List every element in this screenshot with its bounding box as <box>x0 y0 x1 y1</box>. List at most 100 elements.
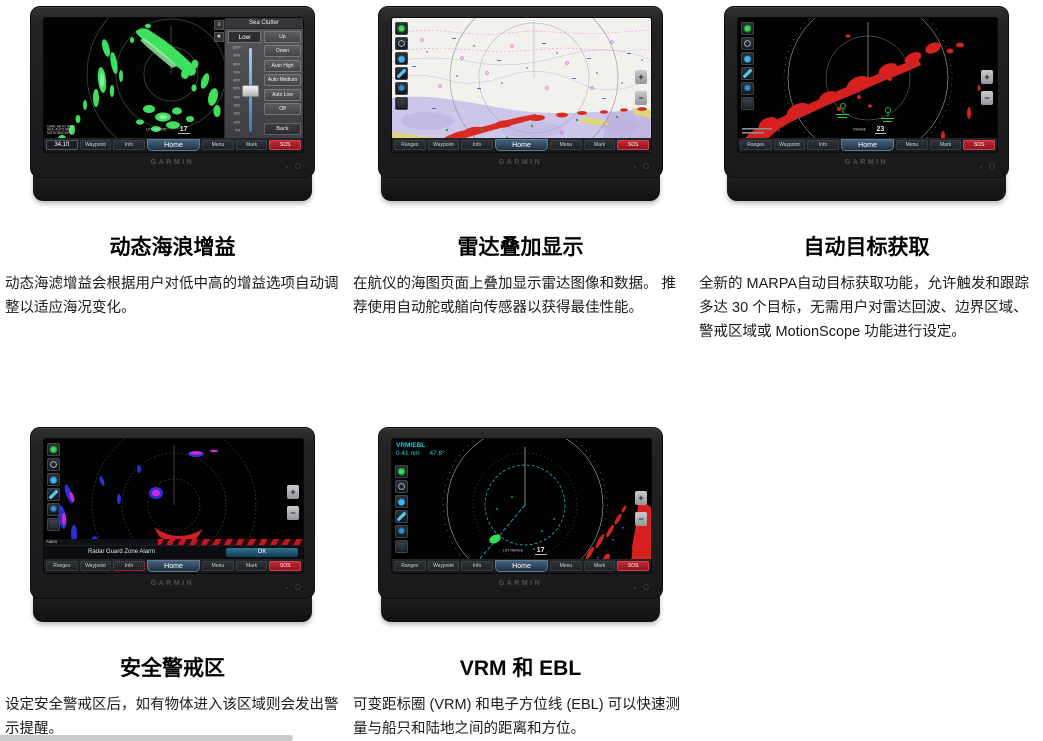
ranges-button[interactable]: Ranges <box>394 561 426 571</box>
home-button[interactable]: Home <box>840 139 895 151</box>
range-rings <box>783 18 953 152</box>
info-button[interactable]: Info <box>461 140 493 150</box>
menu-tab-icon[interactable]: ≡ <box>214 20 224 30</box>
motionscope-icon[interactable] <box>395 97 408 110</box>
garmin-logo: GARMIN <box>150 580 195 587</box>
back-button[interactable]: Back <box>264 123 301 135</box>
power-button[interactable] <box>634 163 649 169</box>
auto-low-button[interactable]: Auto Low <box>264 88 301 101</box>
auto-medium-button[interactable]: Auto Medium <box>264 74 301 87</box>
alarm-message: Radar Guard Zone Alarm <box>88 549 156 555</box>
up-button[interactable]: Up <box>264 31 301 43</box>
menu-button[interactable]: Menu <box>202 140 234 150</box>
noise-rejection-icon[interactable] <box>395 67 408 80</box>
menu-button[interactable]: Menu <box>550 561 582 571</box>
dual-range-icon[interactable] <box>741 82 754 95</box>
home-button[interactable]: Home <box>494 139 549 151</box>
menu-button[interactable]: Menu <box>202 561 234 571</box>
horizontal-scrollbar-thumb[interactable] <box>0 735 293 741</box>
device-bezel: VRM/EBL 0.41 nm 47.8° + − <box>378 427 663 599</box>
power-button[interactable] <box>980 163 995 169</box>
zoom-out-button[interactable]: − <box>287 506 299 520</box>
mark-button[interactable]: Mark <box>235 140 268 150</box>
alarm-hazard-stripes <box>157 539 303 546</box>
mark-button[interactable]: Mark <box>235 561 268 571</box>
ranges-button[interactable]: Ranges <box>740 140 772 150</box>
mark-button[interactable]: Mark <box>583 561 616 571</box>
motionscope-icon[interactable] <box>395 540 408 553</box>
ranges-button[interactable]: Ranges <box>46 561 78 571</box>
feature-title: 动态海浪增益 <box>109 236 236 259</box>
zoom-out-button[interactable]: − <box>635 512 647 526</box>
motionscope-icon[interactable] <box>47 518 60 531</box>
mark-button[interactable]: Mark <box>929 140 962 150</box>
sea-clutter-icon[interactable] <box>395 37 408 50</box>
sea-clutter-icon[interactable] <box>395 480 408 493</box>
rain-clutter-icon[interactable] <box>741 52 754 65</box>
ok-button[interactable]: OK <box>226 548 298 557</box>
noise-rejection-icon[interactable] <box>395 510 408 523</box>
info-button[interactable]: Info <box>113 140 145 150</box>
feature-title: 自动目标获取 <box>803 236 930 259</box>
sos-button[interactable]: SOS <box>617 561 650 571</box>
sos-button[interactable]: SOS <box>269 561 302 571</box>
motionscope-icon[interactable] <box>741 97 754 110</box>
dual-range-icon[interactable] <box>395 82 408 95</box>
ranges-button[interactable]: Ranges <box>394 140 426 150</box>
waypoint-button[interactable]: Waypoint <box>79 561 112 571</box>
rain-clutter-icon[interactable] <box>47 473 60 486</box>
sea-clutter-icon[interactable] <box>47 458 60 471</box>
rain-clutter-icon[interactable] <box>395 52 408 65</box>
vrm-ebl-title: VRM/EBL <box>396 442 426 449</box>
device-bezel: + − Alarm Radar Guard Zone Alarm OK Rang… <box>30 427 315 599</box>
chart-overlay-screen: + − Ranges Waypoint Info Home Menu Mark … <box>392 18 651 152</box>
zoom-in-button[interactable]: + <box>287 485 299 499</box>
sos-button[interactable]: SOS <box>963 140 996 150</box>
off-button[interactable]: Off <box>264 102 301 115</box>
chart-symbols <box>412 38 643 142</box>
noise-rejection-icon[interactable] <box>741 67 754 80</box>
sos-button[interactable]: SOS <box>269 140 302 150</box>
status-text-placeholder <box>742 128 772 134</box>
down-button[interactable]: Down <box>264 45 301 58</box>
gain-icon[interactable] <box>395 465 408 478</box>
mark-button[interactable]: Mark <box>583 140 616 150</box>
noise-rejection-icon[interactable] <box>47 488 60 501</box>
radar-shortcut-icons <box>741 22 754 110</box>
waypoint-button[interactable]: Waypoint <box>427 561 460 571</box>
gain-icon[interactable] <box>47 443 60 456</box>
dual-range-icon[interactable] <box>47 503 60 516</box>
device-toolbar: Ranges Waypoint Info Home Menu Mark SOS <box>44 559 303 573</box>
slider-handle[interactable] <box>242 85 259 98</box>
home-button[interactable]: Home <box>146 139 201 151</box>
waypoint-button[interactable]: Waypoint <box>79 140 112 150</box>
auto-high-button[interactable]: Auto High <box>264 59 301 72</box>
favorites-tab-icon[interactable]: ★ <box>214 32 224 42</box>
waypoint-button[interactable]: Waypoint <box>427 140 460 150</box>
power-button[interactable] <box>286 163 301 169</box>
sea-clutter-icon[interactable] <box>741 37 754 50</box>
home-button[interactable]: Home <box>494 560 549 572</box>
rain-clutter-icon[interactable] <box>395 495 408 508</box>
menu-button[interactable]: Menu <box>550 140 582 150</box>
zoom-in-button[interactable]: + <box>635 491 647 505</box>
menu-button[interactable]: Menu <box>896 140 928 150</box>
info-button[interactable]: Info <box>807 140 839 150</box>
gain-icon[interactable] <box>395 22 408 35</box>
sea-speckle-cyan <box>496 496 555 550</box>
info-button[interactable]: Info <box>461 561 493 571</box>
power-button[interactable] <box>286 584 301 590</box>
zoom-in-button[interactable]: + <box>635 70 647 84</box>
sos-button[interactable]: SOS <box>617 140 650 150</box>
power-button[interactable] <box>634 584 649 590</box>
zoom-out-button[interactable]: − <box>635 91 647 105</box>
gain-icon[interactable] <box>741 22 754 35</box>
zoom-in-button[interactable]: + <box>981 70 993 84</box>
zoom-out-button[interactable]: − <box>981 91 993 105</box>
panel-buttons: Up Down Auto High Auto Medium Auto Low O… <box>264 31 301 115</box>
depth-readout[interactable]: 34.1ft <box>46 140 78 150</box>
dual-range-icon[interactable] <box>395 525 408 538</box>
home-button[interactable]: Home <box>146 560 201 572</box>
info-button[interactable]: Info <box>113 561 145 571</box>
waypoint-button[interactable]: Waypoint <box>773 140 806 150</box>
